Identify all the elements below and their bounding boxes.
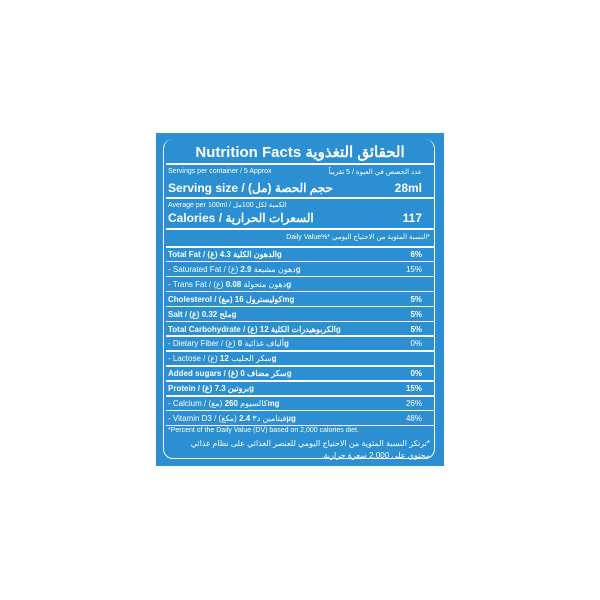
- nutrient-label: - Lactose / (غ) سكر الحليب: [168, 354, 272, 364]
- divider: [166, 290, 434, 293]
- nutrient-label: Total Carbohydrate / (غ) الكربوهيدرات ال…: [168, 324, 336, 334]
- servings-per-container: Servings per container / 5 Approx عدد ال…: [168, 168, 432, 176]
- nutrient-label: Salt / (غ) ملح: [168, 309, 232, 319]
- nutrient-label: - Saturated Fat / (غ) دهون مشبعة: [168, 264, 296, 274]
- nutrient-dv: 5%: [410, 324, 422, 334]
- divider: [166, 228, 434, 230]
- nutrient-row: - Calcium / (مغ) كالسيوم 260mg 26%: [168, 399, 432, 408]
- nutrient-amount: 2.9g: [240, 264, 301, 274]
- nutrient-row: Added sugars / (غ) سكر مضاف 0g 0%: [168, 369, 432, 378]
- divider: [166, 424, 434, 427]
- divider: [166, 365, 434, 367]
- nutrient-dv: 15%: [405, 264, 422, 274]
- serving-size: Serving size / (مل) حجم الحصة 28ml: [168, 181, 432, 195]
- nutrient-dv: 6%: [410, 250, 422, 259]
- nutrient-dv: 0%: [410, 339, 422, 349]
- divider: [166, 350, 434, 352]
- nutrient-dv: 0%: [410, 369, 422, 379]
- nutrient-amount: 260mg: [224, 399, 280, 408]
- nutrient-amount: 12g: [259, 324, 341, 334]
- divider: [166, 335, 434, 337]
- divider: [166, 197, 434, 199]
- nutrient-label: Cholesterol / (مغ) كوليسترول: [168, 294, 283, 304]
- nutrient-amount: 16mg: [234, 294, 295, 304]
- nutrient-row: Total Carbohydrate / (غ) الكربوهيدرات ال…: [168, 325, 432, 334]
- servings-ar: عدد الحصص في العبوة / 5 تقريباً: [328, 169, 422, 176]
- footnote-en: *Percent of the Daily Value (DV) based o…: [168, 427, 359, 434]
- nutrient-dv: 5%: [410, 294, 422, 304]
- nutrient-amount: 0g: [237, 339, 289, 349]
- nutrient-row: - Saturated Fat / (غ) دهون مشبعة 2.9g 15%: [168, 265, 432, 274]
- divider: [166, 246, 434, 248]
- calories-label: Calories / السعرات الحرارية: [168, 211, 314, 225]
- label-title: Nutrition Facts الحقائق التغذوية: [195, 144, 405, 161]
- nutrient-row: - Trans Fat / (غ) دهون متحولة 0.08g: [168, 280, 432, 289]
- nutrient-dv: 5%: [410, 309, 422, 319]
- nutrient-dv: 15%: [405, 384, 422, 394]
- serving-size-label: Serving size / (مل) حجم الحصة: [168, 181, 333, 195]
- nutrient-amount: 7.3g: [214, 384, 255, 394]
- divider: [166, 409, 434, 412]
- nutrient-label: - Dietary Fiber / (غ) ألياف غذائية: [168, 339, 284, 349]
- footnote-ar: *ترتكز النسبة المئوية من الاحتياج اليومي…: [190, 439, 430, 460]
- nutrient-dv: 48%: [405, 413, 422, 423]
- nutrient-row: - Vitamin D3 / (مكغ) فيتامين د٣ 2.4µg 48%: [168, 414, 432, 423]
- nutrient-label: - Vitamin D3 / (مكغ) فيتامين د٣: [168, 413, 287, 423]
- nutrition-label: Nutrition Facts الحقائق التغذوية Serving…: [156, 133, 444, 466]
- nutrient-amount: 4.3g: [219, 250, 282, 259]
- nutrient-amount: 2.4µg: [239, 413, 296, 423]
- average-per-100ml: Average per 100ml / الكمية لكل 100مل: [168, 202, 287, 209]
- nutrient-row: - Lactose / (غ) سكر الحليب 12g: [168, 354, 432, 363]
- divider: [166, 395, 434, 397]
- nutrient-label: - Calcium / (مغ) كالسيوم: [168, 399, 268, 408]
- divider: [166, 380, 434, 382]
- nutrient-row: Protein / (غ) بروتين 7.3g 15%: [168, 384, 432, 393]
- nutrient-label: Added sugars / (غ) سكر مضاف: [168, 369, 287, 379]
- divider: [166, 260, 434, 263]
- nutrient-amount: 0g: [240, 369, 292, 379]
- nutrient-label: - Trans Fat / (غ) دهون متحولة: [168, 279, 287, 289]
- divider: [166, 305, 434, 308]
- nutrient-row: Salt / (غ) ملح 0.32g 5%: [168, 310, 432, 319]
- divider: [166, 275, 434, 278]
- nutrient-amount: 12g: [219, 354, 277, 364]
- divider: [166, 320, 434, 322]
- label-border: [163, 139, 435, 459]
- nutrient-amount: 0.32g: [201, 309, 237, 319]
- nutrient-label: Protein / (غ) بروتين: [168, 384, 250, 394]
- nutrient-amount: 0.08g: [225, 279, 292, 289]
- calories-value: 117: [402, 211, 422, 225]
- servings-en: Servings per container / 5 Approx: [168, 168, 272, 175]
- nutrient-row: Total Fat / (غ) الدهون الكلية 4.3g 6%: [168, 250, 432, 259]
- nutrient-dv: 26%: [405, 399, 422, 408]
- daily-value-header: Daily Value%* النسبة المئوية من الاحتياج…: [286, 234, 430, 241]
- divider: [166, 163, 434, 165]
- nutrient-row: Cholesterol / (مغ) كوليسترول 16mg 5%: [168, 295, 432, 304]
- serving-size-value: 28ml: [394, 181, 422, 195]
- nutrient-row: - Dietary Fiber / (غ) ألياف غذائية 0g 0%: [168, 339, 432, 348]
- nutrient-label: Total Fat / (غ) الدهون الكلية: [168, 250, 277, 259]
- calories: Calories / السعرات الحرارية 117: [168, 211, 432, 225]
